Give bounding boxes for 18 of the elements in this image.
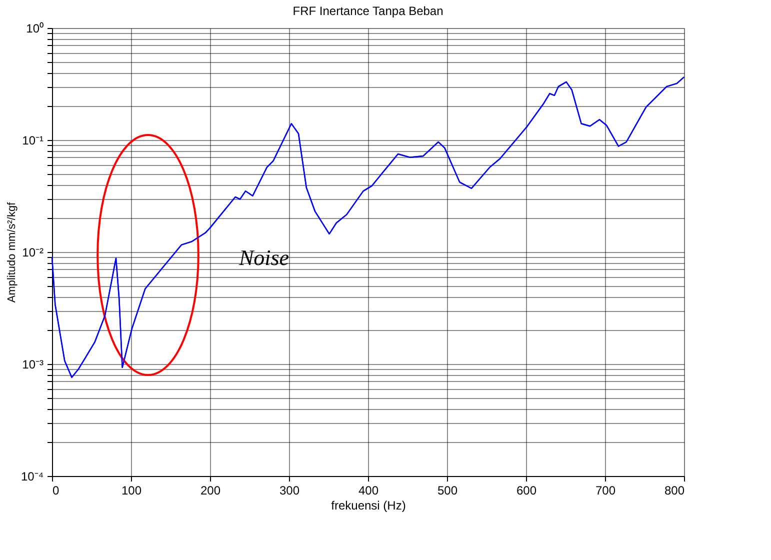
y-tick-label: 10⁻¹ (22, 134, 44, 148)
x-axis-title: frekuensi (Hz) (331, 498, 406, 512)
y-tick-label: 10⁰ (26, 22, 44, 36)
y-tick-label: 10⁻⁴ (20, 470, 44, 484)
x-tick-label: 200 (200, 484, 221, 498)
x-tick-label: 300 (279, 484, 300, 498)
annotation: Noise (238, 245, 290, 270)
x-tick-label: 600 (516, 484, 537, 498)
x-tick-label: 0 (52, 484, 60, 498)
x-tick-label: 700 (595, 484, 616, 498)
y-axis-title: Amplitudo mm/s²/kgf (6, 201, 18, 303)
chart-title: FRF Inertance Tanpa Beban (292, 4, 444, 18)
y-tick-label: 10⁻³ (22, 358, 44, 372)
y-tick-label: 10⁻² (22, 246, 44, 260)
x-tick-label: 400 (358, 484, 379, 498)
x-tick-label: 800 (664, 484, 685, 498)
x-tick-label: 100 (121, 484, 142, 498)
x-tick-label: 500 (437, 484, 458, 498)
